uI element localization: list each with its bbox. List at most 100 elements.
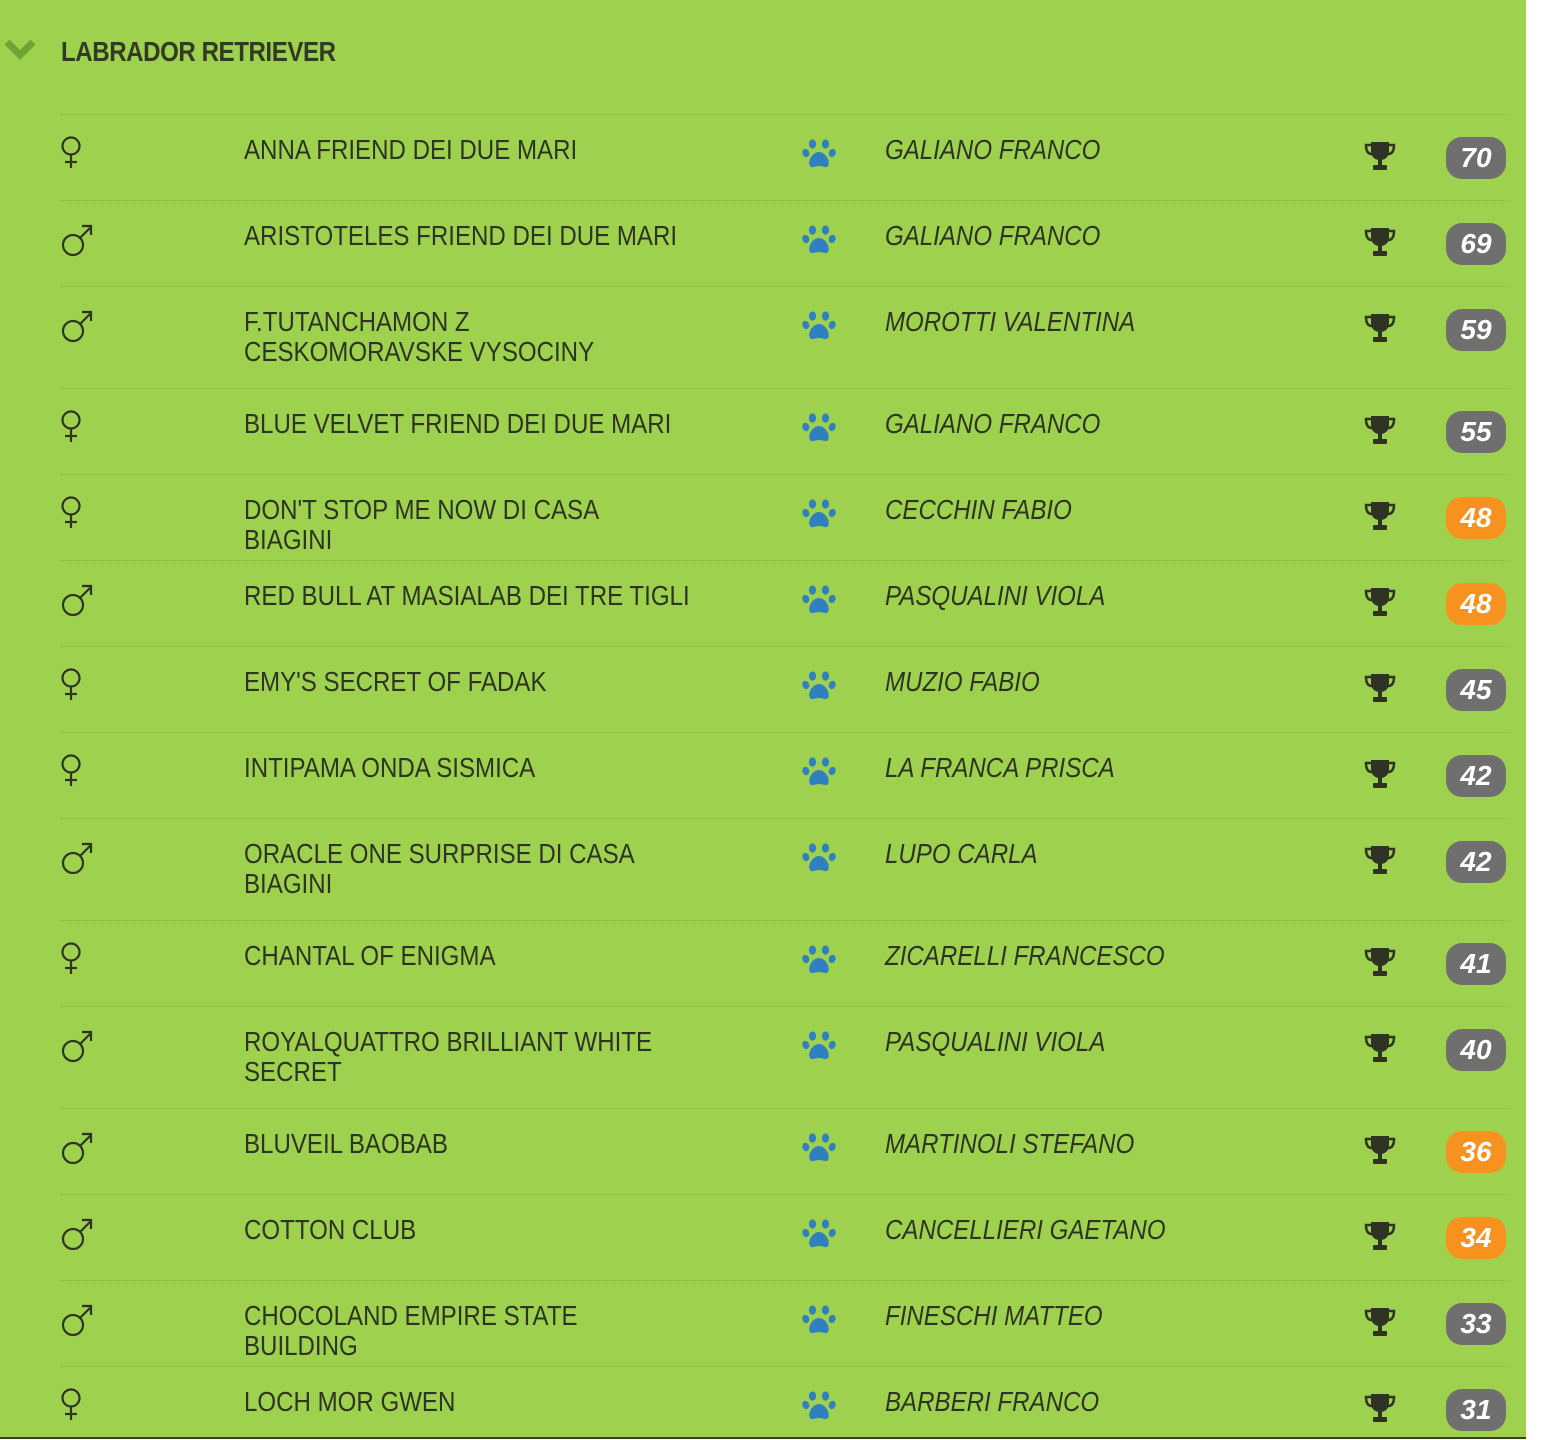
score-badge[interactable]: 41 [1446,943,1506,985]
owner-name: GALIANO FRANCO [885,408,1101,439]
breed-title[interactable]: LABRADOR RETRIEVER [61,36,336,67]
paw-icon[interactable] [802,411,836,445]
score-badge[interactable]: 34 [1446,1217,1506,1259]
owner-name: MUZIO FABIO [885,666,1040,697]
table-row: INTIPAMA ONDA SISMICA LA FRANCA PRISCA 42 [60,732,1508,818]
trophy-icon [1363,139,1397,173]
dog-name: ORACLE ONE SURPRISE DI CASA BIAGINI [244,838,634,899]
paw-icon[interactable] [802,583,836,617]
owner-name: LA FRANCA PRISCA [885,752,1115,783]
table-row: CHANTAL OF ENIGMA ZICARELLI FRANCESCO 41 [60,920,1508,1006]
paw-icon[interactable] [802,1029,836,1063]
dog-name: LOCH MOR GWEN [244,1386,456,1417]
dog-name: CHANTAL OF ENIGMA [244,940,496,971]
score-badge[interactable]: 59 [1446,309,1506,351]
trophy-icon [1363,843,1397,877]
score-badge[interactable]: 70 [1446,137,1506,179]
trophy-icon [1363,1219,1397,1253]
owner-name: MOROTTI VALENTINA [885,306,1136,337]
table-row: LOCH MOR GWEN BARBERI FRANCO 31 [60,1366,1508,1437]
dog-ranking-list: ANNA FRIEND DEI DUE MARI GALIANO FRANCO 70… [60,114,1508,1437]
venus-icon [60,753,94,791]
venus-icon [60,1387,94,1425]
paw-icon[interactable] [802,497,836,531]
dog-name: INTIPAMA ONDA SISMICA [244,752,536,783]
trophy-icon [1363,945,1397,979]
trophy-icon [1363,757,1397,791]
paw-icon[interactable] [802,309,836,343]
trophy-icon [1363,1031,1397,1065]
venus-icon [60,495,94,533]
mars-icon [60,221,94,259]
table-row: ARISTOTELES FRIEND DEI DUE MARI GALIANO F… [60,200,1508,286]
dog-name: BLUVEIL BAOBAB [244,1128,448,1159]
score-badge[interactable]: 55 [1446,411,1506,453]
owner-name: BARBERI FRANCO [885,1386,1100,1417]
trophy-icon [1363,225,1397,259]
dog-name: ARISTOTELES FRIEND DEI DUE MARI [244,220,678,251]
table-row: F.TUTANCHAMON Z CESKOMORAVSKE VYSOCINY MO… [60,286,1508,388]
paw-icon[interactable] [802,943,836,977]
mars-icon [60,839,94,877]
paw-icon[interactable] [802,1131,836,1165]
trophy-icon [1363,413,1397,447]
table-row: ROYALQUATTRO BRILLIANT WHITE SECRET PASQU… [60,1006,1508,1108]
paw-icon[interactable] [802,669,836,703]
score-badge[interactable]: 45 [1446,669,1506,711]
paw-icon[interactable] [802,137,836,171]
dog-name: CHOCOLAND EMPIRE STATE BUILDING [244,1300,578,1361]
trophy-icon [1363,1305,1397,1339]
score-badge[interactable]: 40 [1446,1029,1506,1071]
trophy-icon [1363,1391,1397,1425]
owner-name: GALIANO FRANCO [885,220,1101,251]
trophy-icon [1363,585,1397,619]
trophy-icon [1363,499,1397,533]
score-badge[interactable]: 31 [1446,1389,1506,1431]
table-row: CHOCOLAND EMPIRE STATE BUILDING FINESCHI … [60,1280,1508,1366]
table-row: RED BULL AT MASIALAB DEI TRE TIGLI PASQUA… [60,560,1508,646]
trophy-icon [1363,311,1397,345]
dog-name: COTTON CLUB [244,1214,417,1245]
chevron-down-icon[interactable] [4,38,36,62]
owner-name: CECCHIN FABIO [885,494,1072,525]
table-row: ANNA FRIEND DEI DUE MARI GALIANO FRANCO 70 [60,114,1508,200]
venus-icon [60,667,94,705]
paw-icon[interactable] [802,223,836,257]
mars-icon [60,1301,94,1339]
owner-name: CANCELLIERI GAETANO [885,1214,1166,1245]
mars-icon [60,1027,94,1065]
score-badge[interactable]: 33 [1446,1303,1506,1345]
dog-name: RED BULL AT MASIALAB DEI TRE TIGLI [244,580,690,611]
breed-header[interactable]: LABRADOR RETRIEVER [0,0,1526,114]
owner-name: PASQUALINI VIOLA [885,580,1106,611]
paw-icon[interactable] [802,1303,836,1337]
mars-icon [60,307,94,345]
score-badge[interactable]: 42 [1446,841,1506,883]
mars-icon [60,581,94,619]
paw-icon[interactable] [802,1217,836,1251]
score-badge[interactable]: 42 [1446,755,1506,797]
score-badge[interactable]: 48 [1446,583,1506,625]
table-row: BLUVEIL BAOBAB MARTINOLI STEFANO 36 [60,1108,1508,1194]
paw-icon[interactable] [802,841,836,875]
score-badge[interactable]: 69 [1446,223,1506,265]
owner-name: LUPO CARLA [885,838,1038,869]
mars-icon [60,1215,94,1253]
owner-name: GALIANO FRANCO [885,134,1101,165]
trophy-icon [1363,671,1397,705]
dog-name: ANNA FRIEND DEI DUE MARI [244,134,578,165]
dog-name: DON'T STOP ME NOW DI CASA BIAGINI [244,494,598,555]
paw-icon[interactable] [802,1389,836,1423]
dog-name: EMY'S SECRET OF FADAK [244,666,547,697]
paw-icon[interactable] [802,755,836,789]
dog-name: F.TUTANCHAMON Z CESKOMORAVSKE VYSOCINY [244,306,595,367]
dog-name: BLUE VELVET FRIEND DEI DUE MARI [244,408,672,439]
mars-icon [60,1129,94,1167]
score-badge[interactable]: 36 [1446,1131,1506,1173]
trophy-icon [1363,1133,1397,1167]
owner-name: MARTINOLI STEFANO [885,1128,1135,1159]
score-badge[interactable]: 48 [1446,497,1506,539]
dog-name: ROYALQUATTRO BRILLIANT WHITE SECRET [244,1026,653,1087]
table-row: ORACLE ONE SURPRISE DI CASA BIAGINI LUPO … [60,818,1508,920]
